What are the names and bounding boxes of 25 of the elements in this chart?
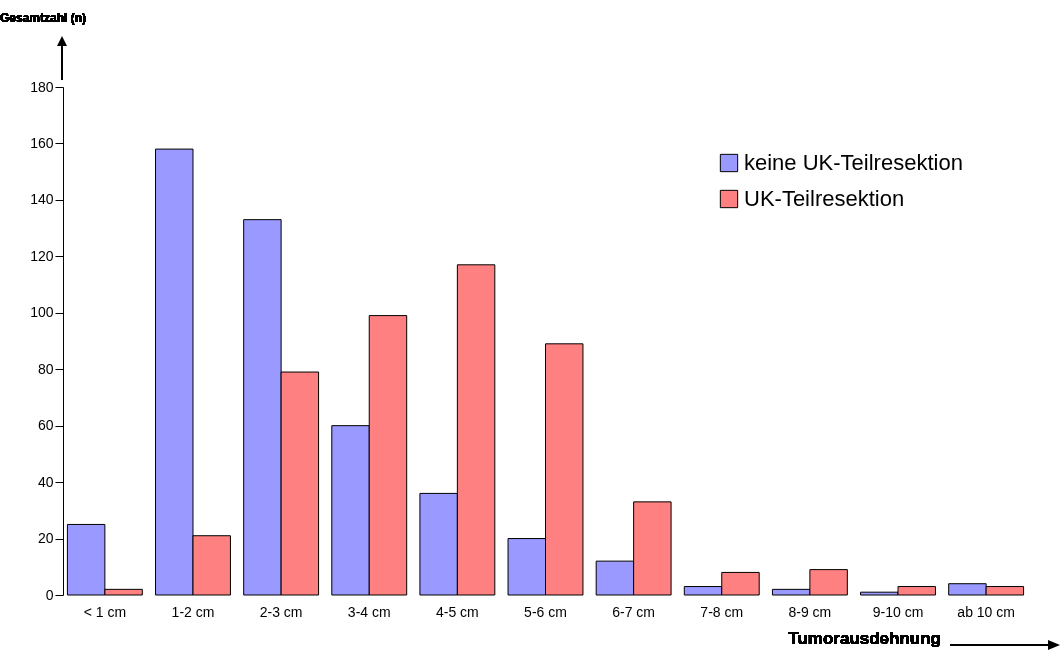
x-tick-label: ab 10 cm [957,603,1015,620]
x-tick-label: 5-6 cm [524,603,567,620]
y-tick-label: 20 [37,530,54,547]
x-tick-label: 6-7 cm [612,603,656,620]
x-tick-label: < 1 cm [83,603,127,620]
legend-label: UK-Teilresektion [744,186,905,211]
legend-label: keine UK-Teilresektion [744,150,963,175]
y-tick-label: 140 [30,191,54,208]
y-tick-label: 60 [37,417,54,434]
y-tick-label: 100 [30,304,54,321]
y-tick-label: 160 [30,134,54,151]
y-tick-label: 0 [45,586,54,603]
x-tick-label: 9-10 cm [872,603,924,620]
y-tick-label: 120 [30,247,54,264]
x-tick-label: 3-4 cm [347,603,391,620]
x-tick-label: 8-9 cm [788,603,832,620]
y-tick-label: 180 [30,78,54,95]
x-tick-label: 1-2 cm [171,603,215,620]
y-axis-title: Gesamtzahl (n) [0,11,87,25]
x-tick-label: 2-3 cm [259,603,303,620]
x-axis-title: Tumorausdehnung [788,629,941,648]
y-tick-label: 40 [37,473,54,490]
x-tick-label: 7-8 cm [700,603,744,620]
y-tick-label: 80 [37,360,54,377]
x-tick-label: 4-5 cm [435,603,479,620]
